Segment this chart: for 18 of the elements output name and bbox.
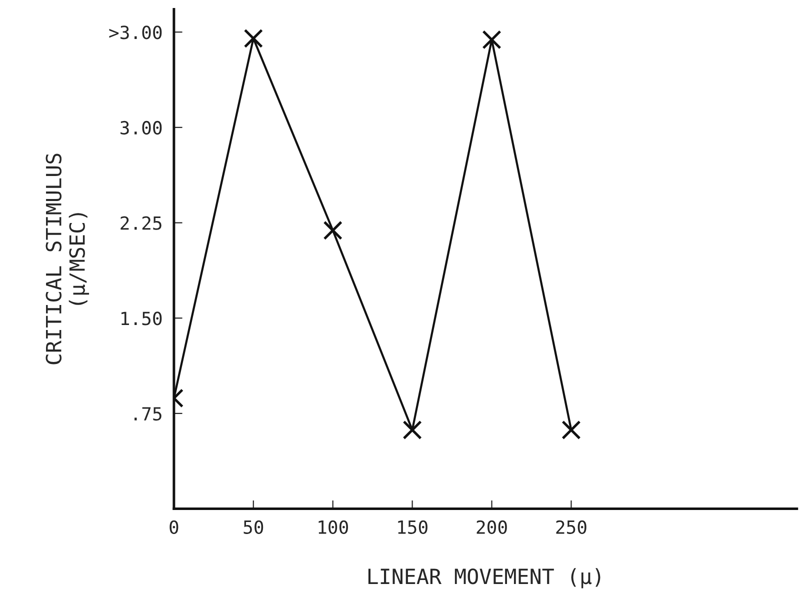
- point: [323, 220, 342, 240]
- x-axis-title: LINEAR MOVEMENT (μ): [368, 568, 600, 588]
- x-tick-label: 250: [556, 520, 586, 534]
- y-tick-label: 1.50: [122, 312, 162, 326]
- y-tick-label: 2.25: [120, 216, 162, 230]
- point: [482, 30, 502, 50]
- x-tick-label: 50: [244, 520, 264, 534]
- y-tick-label: .75: [134, 407, 162, 421]
- x-tick-label: 0: [170, 520, 178, 534]
- point: [244, 28, 263, 48]
- point: [402, 420, 422, 440]
- x-tick-label: 200: [476, 520, 507, 534]
- x-tick-label: 100: [318, 520, 348, 534]
- point: [562, 420, 581, 440]
- y-axis-title: CRITICAL STIMULUS (μ/MSEC): [46, 154, 90, 364]
- y-tick-label: 3.00: [120, 120, 162, 135]
- y-tick-label: >3.00: [109, 26, 162, 40]
- x-tick-label: 150: [398, 520, 428, 534]
